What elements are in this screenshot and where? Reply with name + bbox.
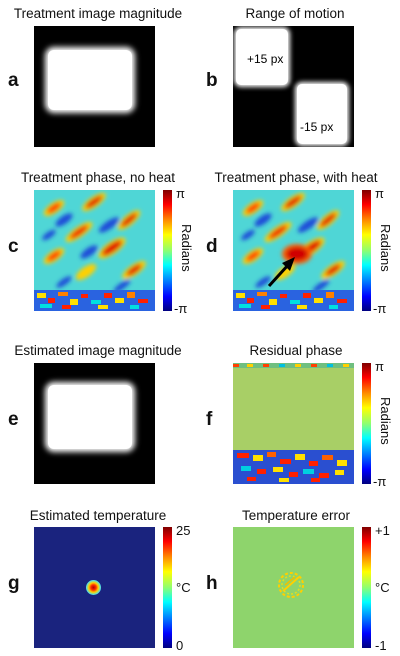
panel-c-title: Treatment phase, no heat — [20, 170, 176, 185]
error-colorbar-h — [362, 527, 371, 648]
estimated-magnitude-image — [34, 363, 155, 484]
panel-c-letter: c — [8, 236, 19, 257]
lower-block — [297, 84, 347, 144]
panel-e-title: Estimated image magnitude — [14, 343, 182, 358]
panel-h-title: Temperature error — [241, 508, 351, 523]
temperature-colorbar-g — [163, 527, 172, 648]
panel-f-letter: f — [206, 409, 213, 430]
cbar-c-top: π — [176, 186, 185, 201]
phase-colorbar-d — [362, 190, 371, 311]
cbar-c-bottom: -π — [174, 301, 188, 316]
panel-a-title: Treatment image magnitude — [13, 6, 183, 21]
phase-no-heat-image — [34, 190, 155, 311]
panel-b-title: Range of motion — [245, 6, 345, 21]
panel-d-letter: d — [206, 236, 218, 257]
panel-a-letter: a — [8, 70, 19, 91]
panel-f-title: Residual phase — [249, 343, 343, 358]
residual-phase-image — [233, 363, 354, 484]
treatment-magnitude-image — [34, 26, 155, 147]
panel-b-letter: b — [206, 70, 218, 91]
phase-colorbar-f — [362, 363, 371, 484]
cbar-g-bottom: 0 — [176, 638, 184, 653]
temperature-error-image — [233, 527, 354, 648]
range-of-motion-image: +15 px -15 px — [233, 26, 354, 147]
cbar-f-unit: Radians — [378, 397, 393, 445]
hot-spot — [86, 580, 101, 595]
cbar-h-bottom: -1 — [375, 638, 387, 653]
label-plus-15: +15 px — [247, 52, 284, 66]
panel-d-title: Treatment phase, with heat — [214, 170, 378, 185]
cbar-d-unit: Radians — [378, 224, 393, 272]
cbar-c-unit: Radians — [179, 224, 194, 272]
cbar-g-unit: °C — [176, 580, 191, 595]
cbar-f-top: π — [375, 359, 384, 374]
cbar-h-unit: °C — [375, 580, 390, 595]
phase-with-heat-image — [233, 190, 354, 311]
cbar-h-top: +1 — [375, 523, 390, 538]
label-minus-15: -15 px — [300, 120, 334, 134]
estimated-temperature-image — [34, 527, 155, 648]
bright-rectangle-estimated — [48, 385, 132, 449]
panel-g-title: Estimated temperature — [29, 508, 167, 523]
cbar-d-bottom: -π — [373, 301, 387, 316]
panel-e-letter: e — [8, 409, 19, 430]
cbar-g-top: 25 — [176, 523, 191, 538]
bright-rectangle — [48, 50, 132, 110]
cbar-f-bottom: -π — [373, 474, 387, 489]
cbar-d-top: π — [375, 186, 384, 201]
panel-g-letter: g — [8, 573, 20, 594]
phase-colorbar-c — [163, 190, 172, 311]
panel-h-letter: h — [206, 573, 218, 594]
heating-arrow — [267, 257, 295, 288]
upper-block — [236, 29, 288, 85]
